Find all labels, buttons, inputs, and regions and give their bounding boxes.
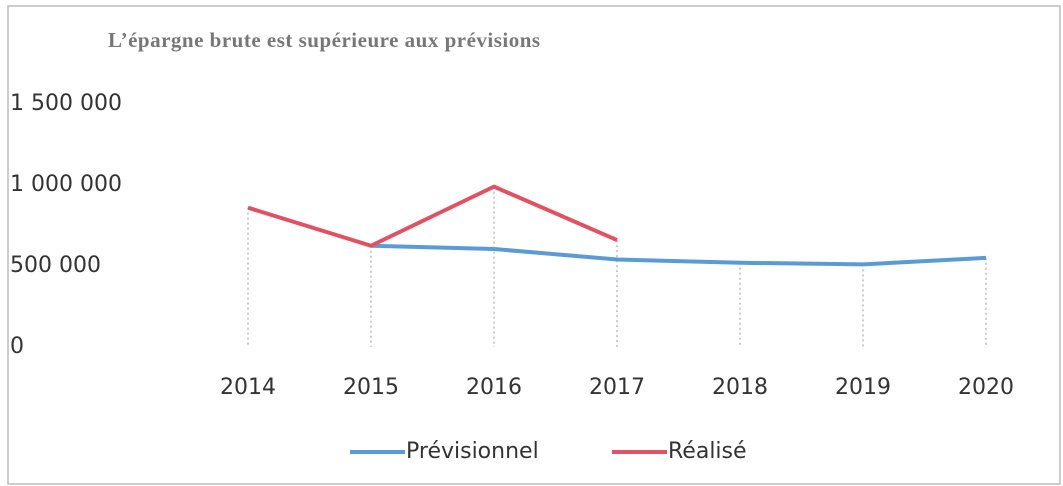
y-tick-label: 0 bbox=[10, 334, 24, 359]
legend-label: Prévisionnel bbox=[406, 439, 539, 464]
x-tick-label: 2017 bbox=[589, 375, 645, 400]
y-tick-label: 1 500 000 bbox=[10, 91, 122, 116]
x-tick-label: 2018 bbox=[712, 375, 768, 400]
chart-frame bbox=[7, 5, 1061, 485]
x-tick-label: 2015 bbox=[343, 375, 399, 400]
series-line bbox=[247, 184, 618, 248]
y-tick-label: 1 000 000 bbox=[10, 172, 122, 197]
y-tick-label: 500 000 bbox=[10, 253, 101, 278]
series-line bbox=[370, 243, 987, 267]
legend-label: Réalisé bbox=[668, 439, 747, 464]
x-tick-label: 2016 bbox=[466, 375, 522, 400]
x-tick-label: 2020 bbox=[958, 375, 1014, 400]
x-tick-label: 2019 bbox=[835, 375, 891, 400]
x-tick-label: 2014 bbox=[220, 375, 276, 400]
chart-title: L’épargne brute est supérieure aux prévi… bbox=[108, 28, 541, 52]
